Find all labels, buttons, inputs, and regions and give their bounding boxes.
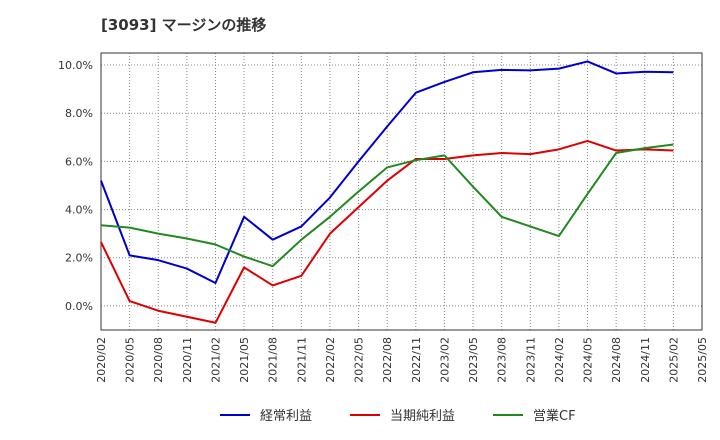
x-tick-label: 2024/05 [582, 337, 595, 383]
x-tick-label: 2024/02 [553, 337, 566, 383]
x-tick-label: 2020/08 [152, 337, 165, 383]
x-tick-label: 2024/08 [610, 337, 623, 383]
x-tick-label: 2022/02 [324, 337, 337, 383]
x-tick-label: 2021/05 [238, 337, 251, 383]
y-axis: 0.0% 2.0% 4.0% 6.0% 8.0% 10.0% [58, 59, 93, 313]
y-tick-label: 2.0% [65, 252, 93, 265]
plot-frame [100, 52, 703, 331]
x-tick-label: 2022/08 [381, 337, 394, 383]
y-tick-label: 4.0% [65, 204, 93, 217]
y-tick-label: 0.0% [65, 300, 93, 313]
y-tick-label: 8.0% [65, 107, 93, 120]
x-tick-label: 2022/05 [353, 337, 366, 383]
y-tick-label: 10.0% [58, 59, 93, 72]
x-tick-label: 2023/05 [467, 337, 480, 383]
x-tick-label: 2024/11 [639, 337, 652, 383]
chart-title: [3093] マージンの推移 [101, 16, 267, 34]
x-tick-label: 2020/02 [95, 337, 108, 383]
series-lines [100, 60, 674, 324]
series-line-2 [100, 143, 674, 268]
x-tick-label: 2021/02 [209, 337, 222, 383]
series-line-1 [100, 139, 674, 324]
x-tick-label: 2023/11 [524, 337, 537, 383]
legend: 経常利益 当期純利益 営業CF [220, 408, 576, 424]
x-tick-label: 2023/02 [438, 337, 451, 383]
grid [100, 53, 703, 330]
x-tick-label: 2025/02 [667, 337, 680, 383]
x-tick-label: 2023/08 [496, 337, 509, 383]
x-tick-label: 2022/11 [410, 337, 423, 383]
x-tick-label: 2021/11 [295, 337, 308, 383]
legend-label: 経常利益 [260, 409, 312, 424]
x-tick-label: 2025/05 [696, 337, 709, 383]
series-line-0 [100, 60, 674, 285]
legend-label: 営業CF [533, 408, 576, 424]
legend-label: 当期純利益 [390, 409, 455, 424]
x-axis: 2020/02 2020/05 2020/08 2020/11 2021/02 2021/… [95, 337, 709, 383]
x-tick-label: 2020/11 [181, 337, 194, 383]
x-tick-label: 2020/05 [124, 337, 137, 383]
x-tick-label: 2021/08 [267, 337, 280, 383]
y-tick-label: 6.0% [65, 155, 93, 168]
